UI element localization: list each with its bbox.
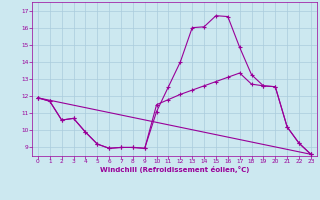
X-axis label: Windchill (Refroidissement éolien,°C): Windchill (Refroidissement éolien,°C) [100,166,249,173]
